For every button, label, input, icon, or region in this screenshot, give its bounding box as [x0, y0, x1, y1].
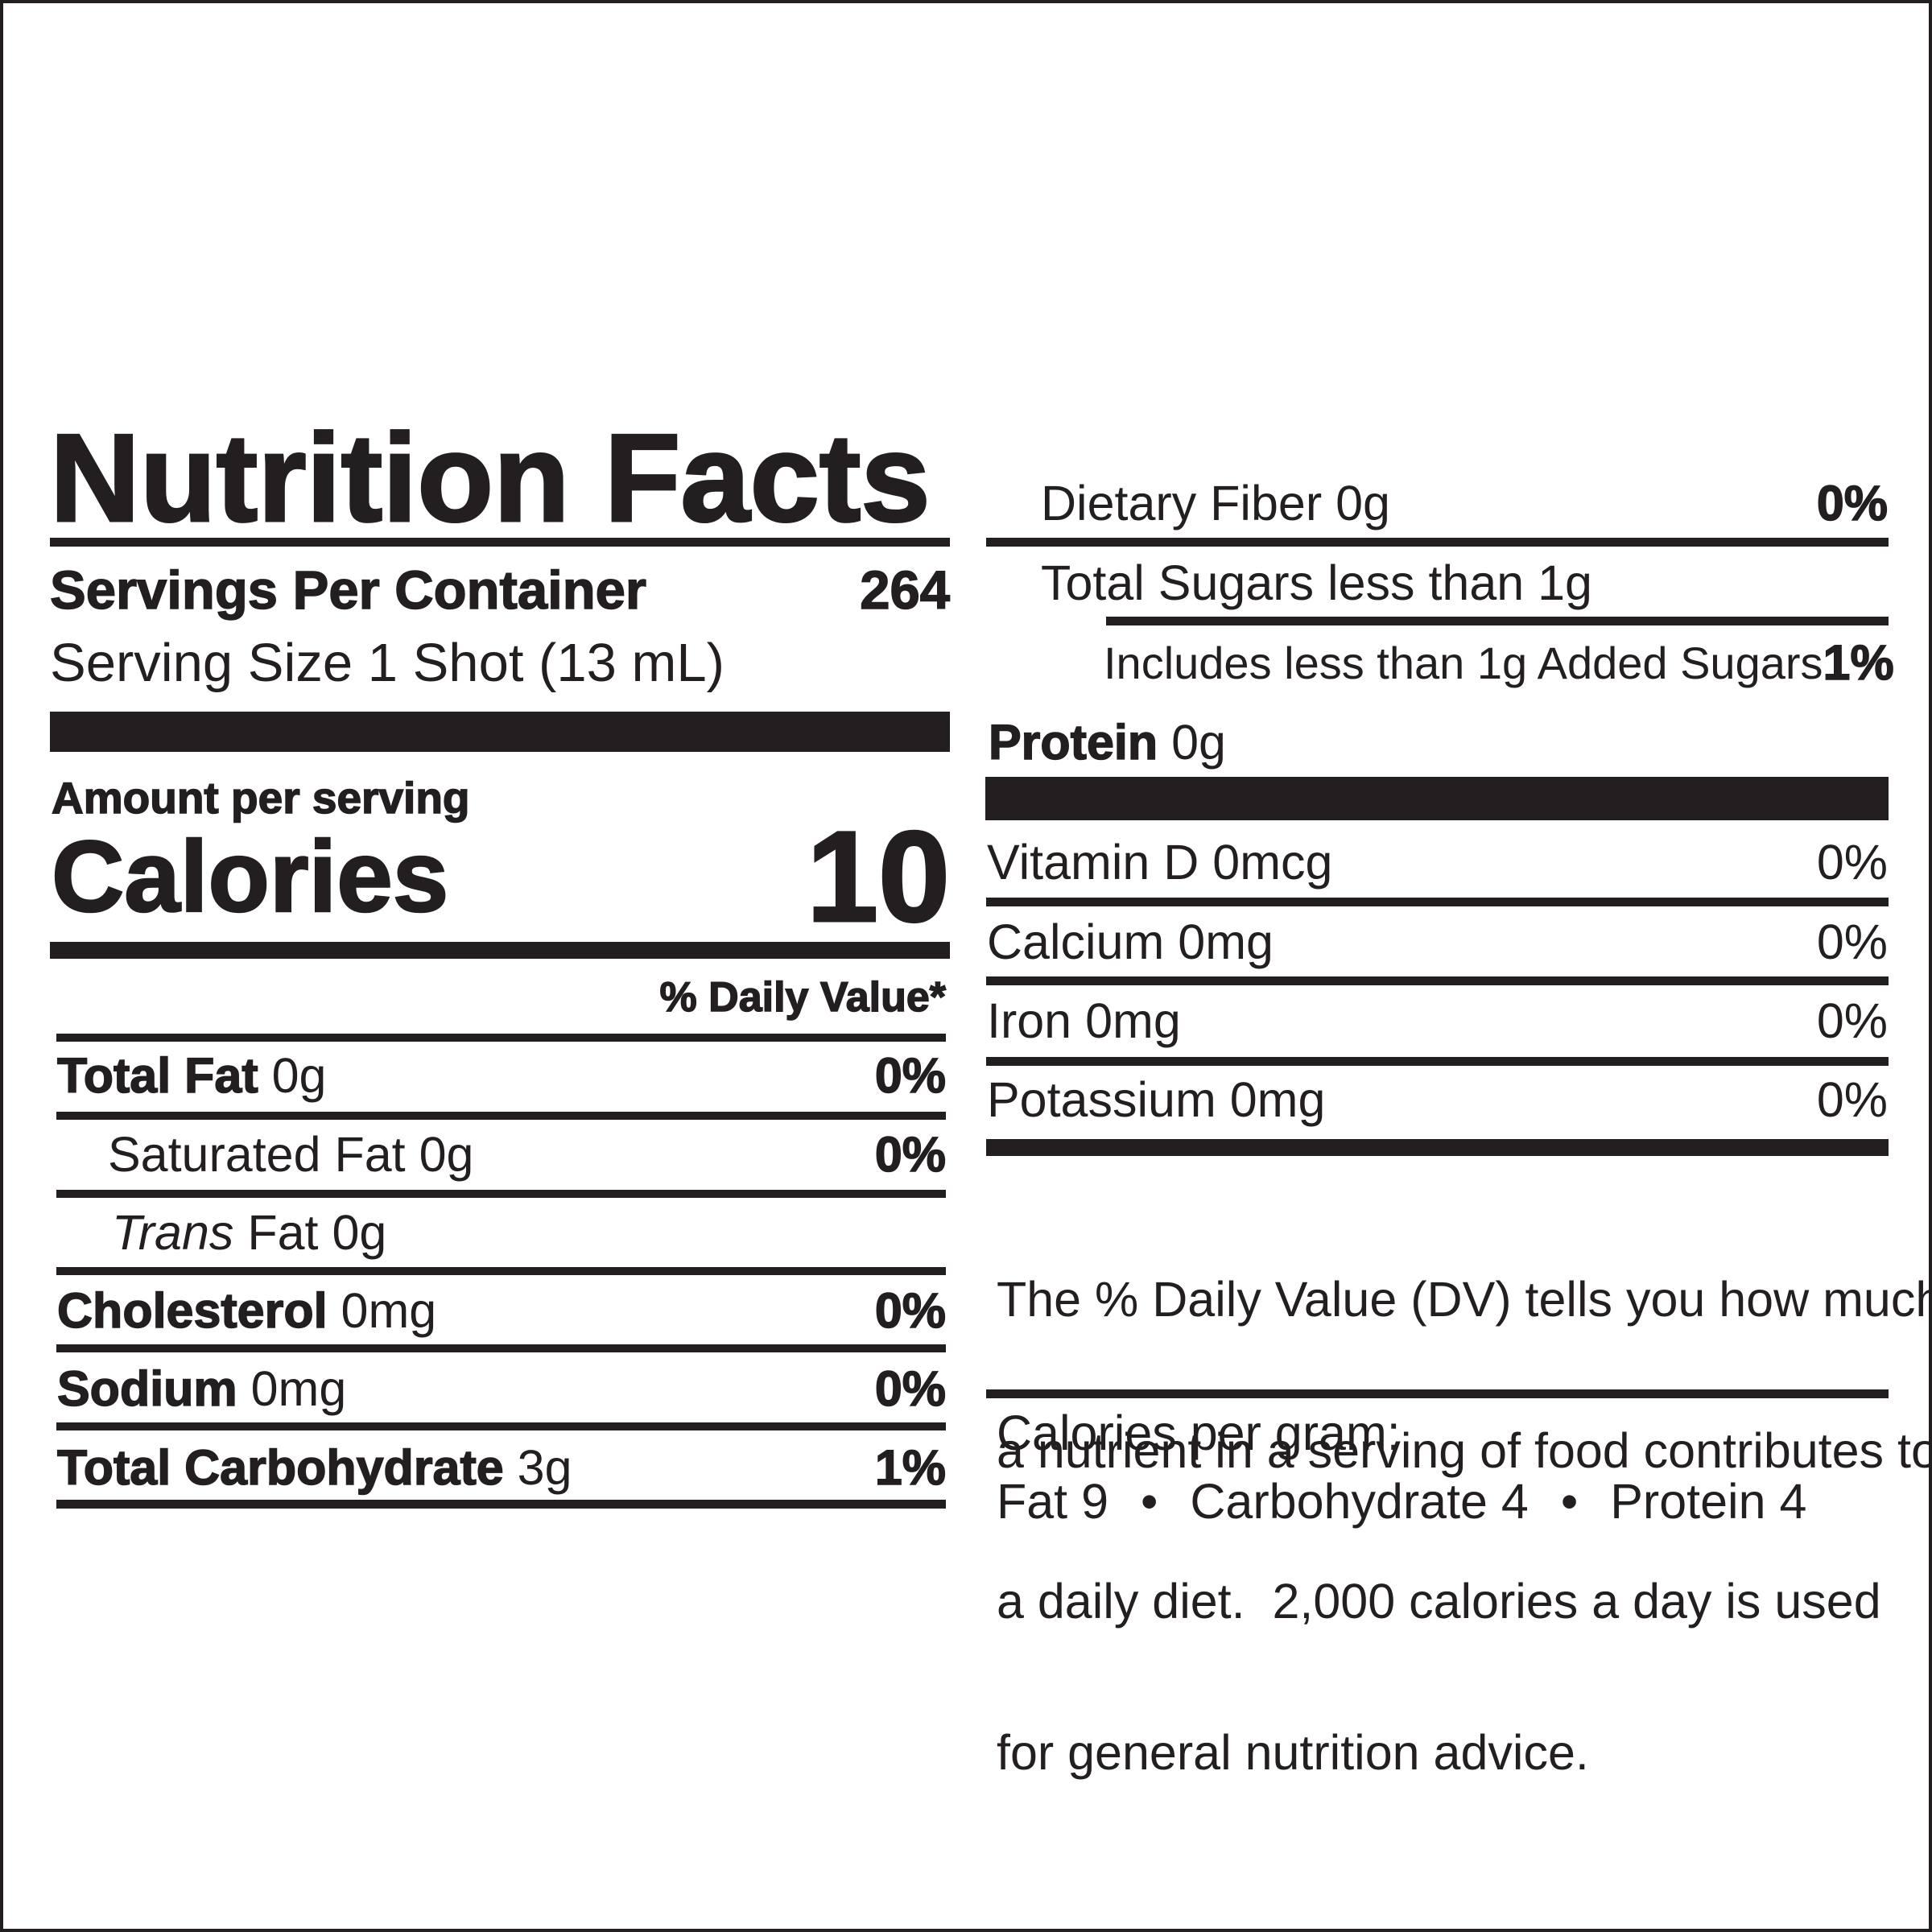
vitamin-amount: 0mcg	[1212, 835, 1333, 890]
footnote-line: for general nutrition advice.	[997, 1724, 1589, 1780]
vitamin-amount: 0mg	[1085, 993, 1181, 1048]
footnote-line: a nutrient in a serving of food contribu…	[997, 1422, 1932, 1478]
nutrient-amount: 0g	[1335, 476, 1390, 530]
nutrient-amount: 3g	[517, 1440, 572, 1495]
calories-per-gram-items: Fat 9 • Carbohydrate 4 • Protein 4	[997, 1469, 1806, 1534]
nutrient-row: Total Sugars less than 1g	[1041, 551, 1592, 615]
cpg-item: Protein 4	[1610, 1474, 1807, 1529]
vitamin-row: Vitamin D 0mcg 0%	[987, 830, 1888, 894]
vitamin-row: Calcium 0mg 0%	[987, 910, 1888, 974]
vitamin-row: Iron 0mg 0%	[987, 989, 1888, 1053]
rule	[986, 1389, 1889, 1398]
nutrient-name: Total Sugars	[1041, 555, 1315, 610]
vitamin-name: Vitamin D	[987, 835, 1199, 890]
calories-row: Calories 10	[51, 803, 952, 950]
nutrient-dv: 0%	[874, 1282, 947, 1339]
cpg-item: Carbohydrate 4	[1190, 1474, 1529, 1529]
vitamin-name: Calcium	[987, 914, 1165, 969]
nutrient-dv: 0%	[874, 1126, 947, 1183]
nutrient-row: Trans Fat 0g	[57, 1200, 946, 1265]
vitamin-amount: 0mg	[1229, 1072, 1326, 1127]
vitamin-row: Potassium 0mg 0%	[987, 1067, 1888, 1132]
serving-size: Serving Size 1 Shot (13 mL)	[50, 632, 724, 693]
nutrient-name: Total Carbohydrate	[56, 1439, 504, 1496]
nutrient-dv: 0%	[1816, 475, 1889, 531]
servings-value: 264	[859, 559, 950, 621]
nutrient-dv: 1%	[1823, 634, 1895, 691]
nutrient-row: Protein 0g	[988, 710, 1226, 774]
nutrient-dv: 0%	[874, 1360, 947, 1417]
footnote: The % Daily Value (DV) tells you how muc…	[997, 1174, 1932, 1878]
vitamin-name: Iron	[987, 993, 1072, 1048]
nutrient-row: Sodium 0mg 0%	[56, 1356, 947, 1421]
vitamin-dv: 0%	[1816, 914, 1888, 969]
separator: •	[1560, 1474, 1579, 1529]
nutrient-dv: 0%	[874, 1047, 947, 1104]
nutrient-name: Saturated Fat	[108, 1127, 406, 1182]
nutrient-amount: 0g	[332, 1205, 387, 1260]
nutrient-row: Total Fat 0g 0%	[56, 1043, 947, 1108]
nutrient-name: Sodium	[56, 1360, 237, 1417]
rule	[50, 942, 950, 959]
rule	[50, 712, 950, 752]
vitamin-dv: 0%	[1816, 1072, 1888, 1127]
nutrient-row: Dietary Fiber 0g 0%	[1041, 471, 1889, 535]
calories-per-gram-label: Calories per gram:	[997, 1406, 1401, 1460]
nutrient-name: Includes less than 1g Added Sugars	[1104, 637, 1823, 688]
rule	[56, 1190, 946, 1198]
vitamin-dv: 0%	[1816, 993, 1888, 1048]
nutrient-amount: 0g	[419, 1127, 474, 1182]
rule	[56, 1112, 946, 1120]
footnote-line: The % Daily Value (DV) tells you how muc…	[997, 1272, 1932, 1327]
vitamin-dv: 0%	[1816, 835, 1888, 890]
calories-value: 10	[806, 803, 952, 950]
nutrient-name: Total Fat	[56, 1047, 258, 1104]
rule	[986, 898, 1889, 906]
nutrient-name: Cholesterol	[56, 1282, 328, 1339]
rule	[986, 1139, 1889, 1156]
rule	[56, 1267, 946, 1275]
cpg-item: Fat 9	[997, 1474, 1109, 1529]
rule	[986, 976, 1889, 985]
rule	[56, 1422, 946, 1430]
nutrient-amount: 0g	[271, 1048, 327, 1103]
nutrient-amount: 0mg	[250, 1361, 347, 1416]
nutrient-row: Cholesterol 0mg 0%	[56, 1278, 947, 1343]
nutrient-row: Includes less than 1g Added Sugars 1%	[1104, 630, 1894, 695]
rule	[50, 538, 950, 547]
nutrient-row: Total Carbohydrate 3g 1%	[56, 1435, 947, 1500]
nutrient-name: Fat	[247, 1205, 319, 1260]
servings-row: Servings Per Container 264	[49, 558, 950, 622]
rule	[56, 1500, 946, 1509]
nutrient-amount: 0mg	[341, 1283, 437, 1338]
footnote-line: a daily diet. 2,000 calories a day is us…	[997, 1574, 1881, 1629]
nutrient-amount: less than 1g	[1327, 555, 1592, 610]
calories-label: Calories	[51, 819, 450, 934]
rule	[56, 1034, 946, 1042]
rule	[56, 1344, 946, 1352]
nutrient-amount: 0g	[1171, 715, 1226, 770]
nutrient-name-italic: Trans	[112, 1205, 234, 1260]
vitamin-name: Potassium	[987, 1072, 1216, 1127]
rule	[1106, 617, 1889, 625]
rule	[985, 777, 1889, 820]
servings-label: Servings Per Container	[49, 559, 646, 621]
nutrient-row: Saturated Fat 0g 0%	[57, 1122, 947, 1187]
amount-per-serving: Amount per serving	[51, 772, 470, 824]
nutrient-name: Protein	[988, 714, 1158, 770]
nutrient-name: Dietary Fiber	[1041, 476, 1323, 530]
dv-header: % Daily Value*	[659, 973, 947, 1022]
separator: •	[1141, 1474, 1158, 1529]
nutrient-dv: 1%	[874, 1439, 947, 1496]
vitamin-amount: 0mg	[1178, 914, 1274, 969]
rule	[986, 538, 1889, 547]
title: Nutrition Facts	[49, 407, 932, 549]
rule	[986, 1057, 1889, 1066]
